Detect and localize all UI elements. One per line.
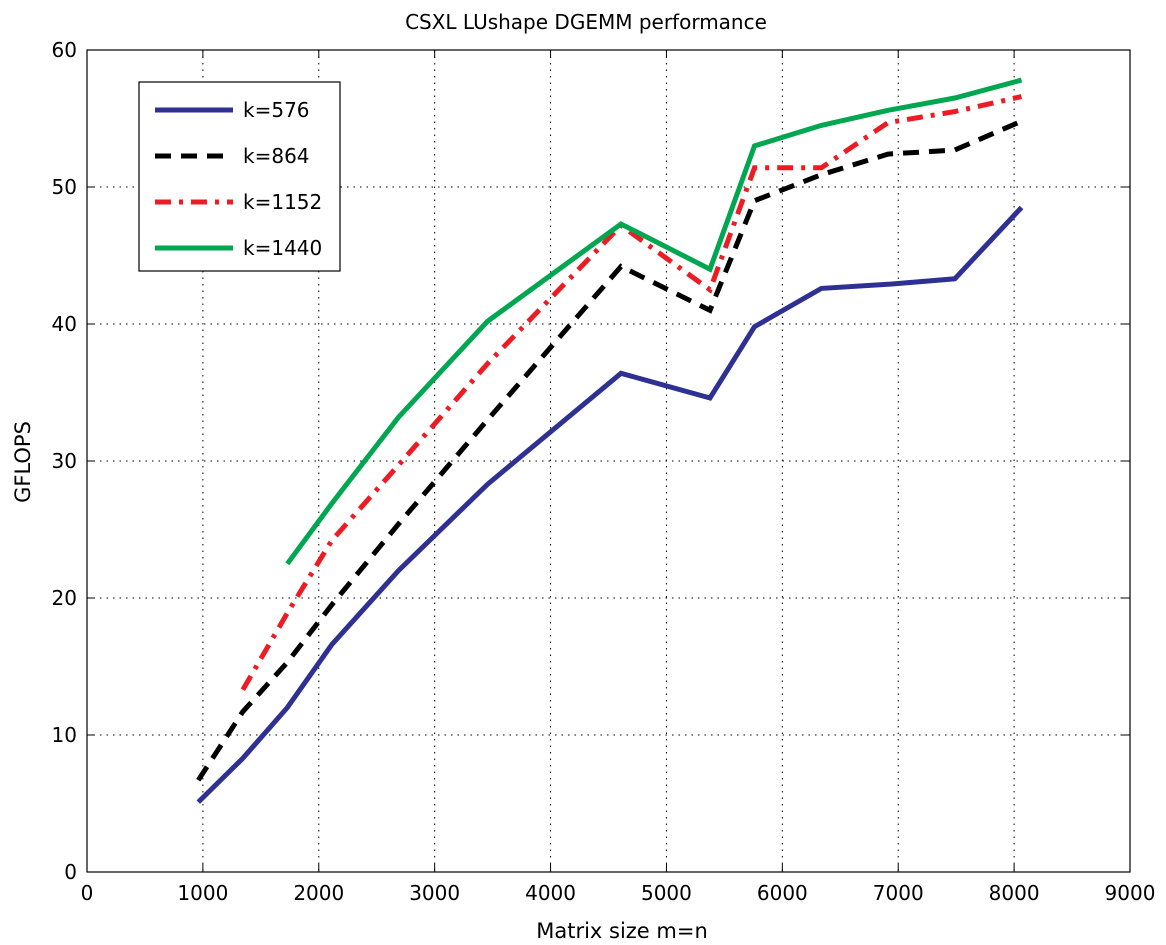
y-axis-label: GFLOPS [11, 421, 35, 503]
legend-label: k=1152 [243, 190, 322, 214]
legend: k=576 k=864 k=1152 k=1440 [138, 81, 341, 272]
y-tick-label: 0 [64, 860, 77, 884]
legend-label: k=1440 [243, 236, 322, 260]
y-tick-label: 40 [52, 312, 77, 336]
series-line-k-864 [196, 118, 1023, 782]
x-tick-label: 9000 [1105, 881, 1156, 905]
grid-layer [87, 50, 1130, 872]
y-tick-label: 20 [52, 586, 77, 610]
x-tick-label: 1000 [177, 881, 228, 905]
series-line-k-1440 [285, 77, 1023, 566]
x-tick-label: 6000 [757, 881, 808, 905]
y-tick-label: 50 [52, 175, 77, 199]
legend-box [138, 81, 341, 272]
x-tick-label: 2000 [293, 881, 344, 905]
x-axis-label: Matrix size m=n [536, 919, 708, 943]
y-tick-label: 60 [52, 38, 77, 62]
y-tick-label: 10 [52, 723, 77, 747]
x-tick-label: 5000 [641, 881, 692, 905]
x-tick-label: 3000 [409, 881, 460, 905]
series-line-k-1152 [240, 94, 1023, 692]
x-tick-label: 4000 [525, 881, 576, 905]
legend-label: k=576 [243, 98, 310, 122]
chart-title: CSXL LUshape DGEMM performance [405, 10, 767, 34]
x-tick-label: 0 [81, 881, 94, 905]
legend-label: k=864 [243, 144, 310, 168]
x-tick-label: 7000 [873, 881, 924, 905]
legend-items: k=576 k=864 k=1152 k=1440 [155, 98, 322, 260]
x-tick-label: 8000 [989, 881, 1040, 905]
series-line-k-576 [196, 205, 1024, 804]
tick-layer: 0 1000 2000 3000 4000 5000 6000 7000 8000 9000 0 10… [52, 38, 1156, 905]
series-layer [196, 77, 1024, 804]
y-tick-label: 30 [52, 449, 77, 473]
